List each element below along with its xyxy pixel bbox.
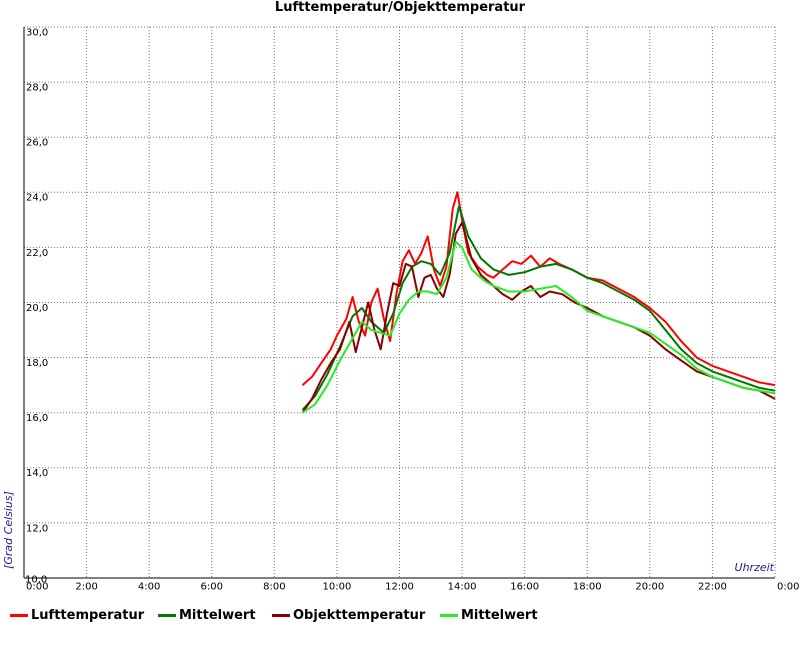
x-tick-label: 16:00 [510,581,539,592]
x-tick-label: 0:00 [777,581,799,592]
y-tick-label: 14,0 [26,468,48,479]
y-tick-label: 12,0 [26,523,48,534]
tick-labels: 0:00 2:00 4:00 6:00 8:00 10:00 12:00 14:00 16:00… [2,27,799,592]
x-tick-label: 4:00 [138,581,160,592]
y-tick-label: 22,0 [26,248,48,259]
series-lines [301,191,776,414]
y-tick-label: 16,0 [26,413,48,424]
legend-item: Lufttemperatur [10,608,144,623]
grid [24,26,776,578]
x-tick-label: 0:00 [26,581,48,592]
x-tick-label: 20:00 [635,581,664,592]
legend-label: Mittelwert [461,608,538,623]
axes [23,27,775,579]
legend-item: Mittelwert [158,608,256,623]
legend-item: Mittelwert [440,608,538,623]
legend-swatch [272,614,290,617]
x-tick-label: 14:00 [448,581,477,592]
series-line-2 [301,205,776,411]
chart-title: Lufttemperatur/Objekttemperatur [274,0,526,15]
x-tick-label: 22:00 [698,581,727,592]
y-tick-label-min: 10,0 [25,574,47,585]
series-line-3 [301,221,776,414]
y-tick-label: 30,0 [26,27,48,38]
y-tick-label: 20,0 [26,303,48,314]
x-tick-label: 2:00 [75,581,97,592]
legend: Lufttemperatur Mittelwert Objekttemperatur… [0,608,800,628]
y-tick-label: 26,0 [26,138,48,149]
legend-label: Objekttemperatur [293,608,426,623]
legend-item: Objekttemperatur [272,608,425,623]
x-axis-title: Uhrzeit [735,561,775,574]
x-tick-label: 6:00 [201,581,223,592]
y-tick-label: 28,0 [26,83,48,94]
y-axis-title: [Grad Celsius] [2,491,15,569]
legend-label: Mittelwert [179,608,256,623]
x-tick-label: 10:00 [323,581,352,592]
legend-swatch [10,614,28,617]
x-tick-label: 18:00 [573,581,602,592]
legend-swatch [440,614,458,617]
y-tick-label: 18,0 [26,358,48,369]
series-line-4 [301,240,776,414]
y-tick-label: 24,0 [26,193,48,204]
legend-swatch [158,614,176,617]
legend-label: Lufttemperatur [31,608,145,623]
x-tick-label: 12:00 [385,581,414,592]
x-tick-label: 8:00 [263,581,285,592]
